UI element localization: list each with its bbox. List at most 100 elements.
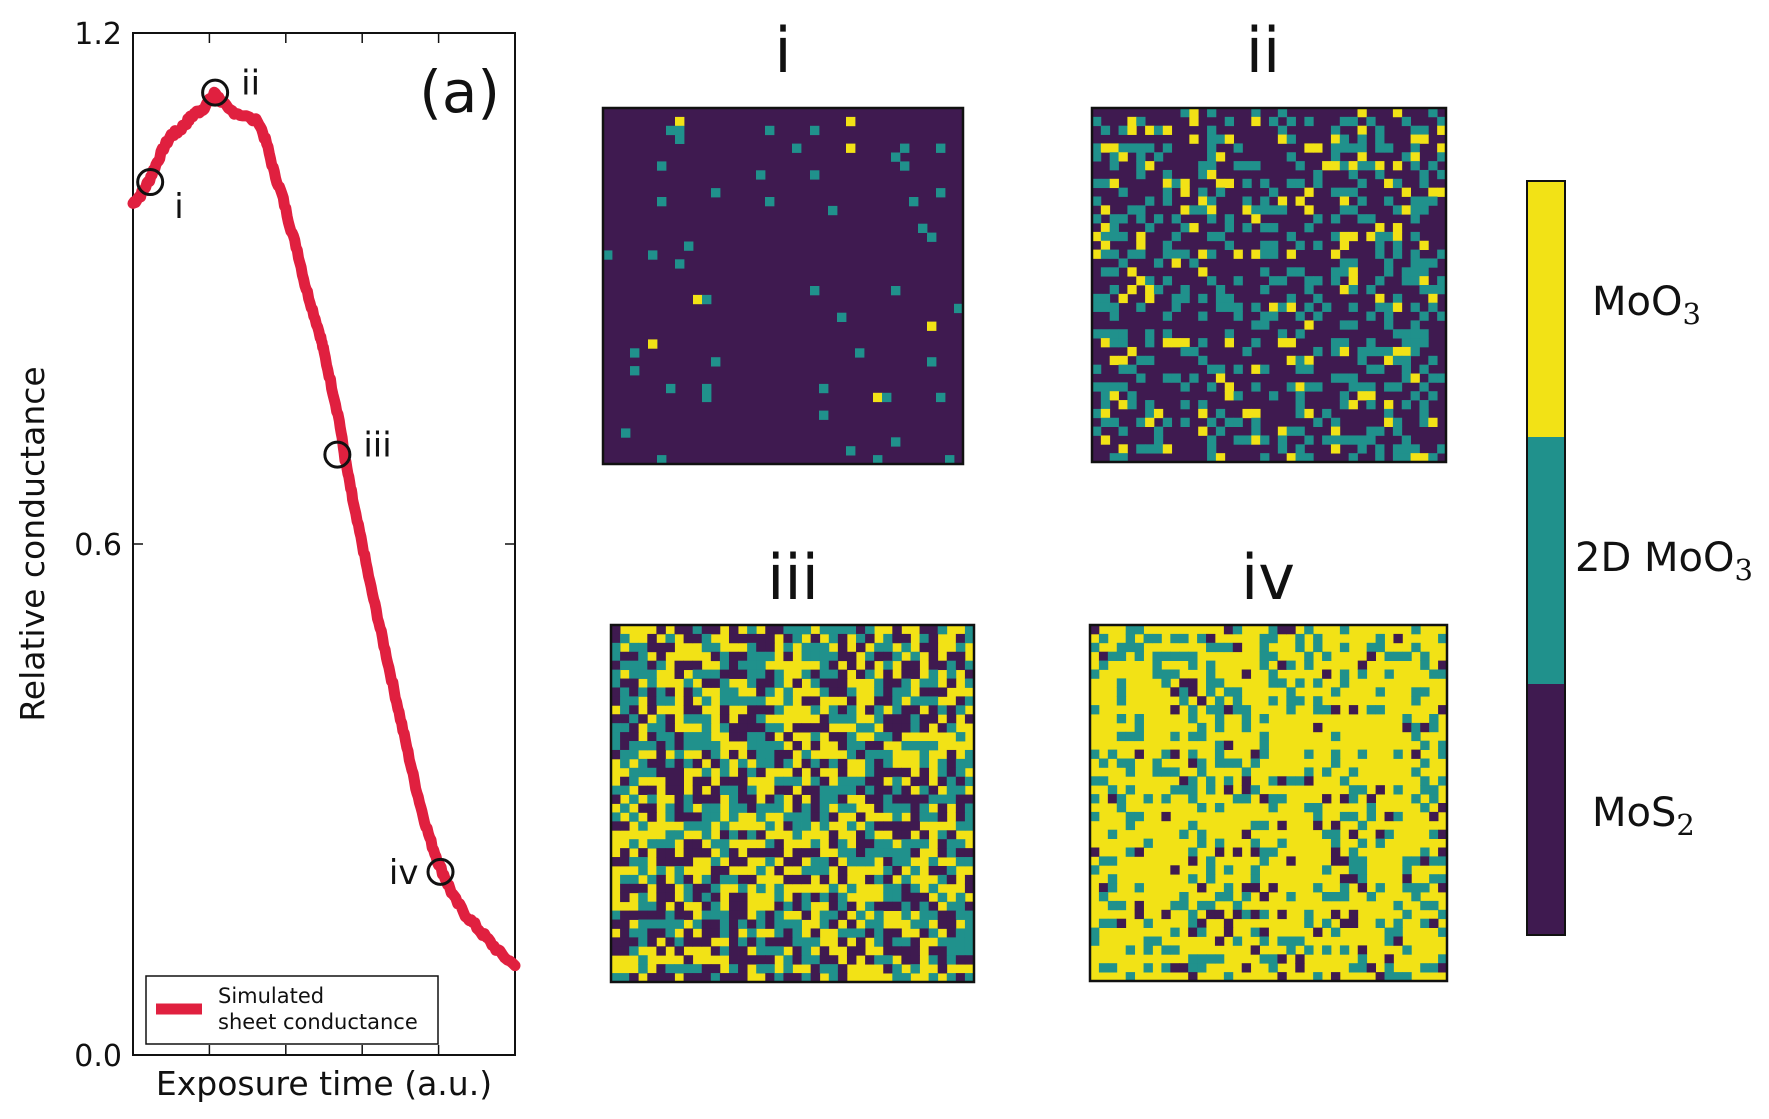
map-cell [901, 874, 911, 885]
map-cell [964, 874, 975, 885]
map-cell [710, 625, 721, 635]
map-cell [1214, 838, 1225, 848]
map-cell [1143, 918, 1153, 928]
map-cell [954, 303, 964, 314]
map-cell [738, 803, 748, 813]
map-cell [856, 741, 866, 751]
map-cell [1330, 152, 1341, 162]
map-cell [819, 919, 830, 929]
map-cell [1162, 249, 1173, 259]
map-cell [783, 964, 793, 974]
map-cell [666, 125, 676, 136]
map-cell [1322, 829, 1332, 839]
map-cell [674, 803, 684, 813]
map-cell [865, 794, 875, 804]
map-cell [1357, 874, 1368, 884]
map-cell [883, 937, 893, 947]
map-cell [874, 901, 884, 911]
map-cell [1392, 240, 1403, 250]
map-cell [1153, 285, 1164, 295]
map-cell [1143, 633, 1153, 644]
map-cell [1251, 408, 1261, 419]
map-cell [1437, 152, 1447, 162]
map-cell [1375, 364, 1385, 374]
map-cell [1260, 223, 1270, 233]
map-cell [928, 625, 939, 635]
map-cell [1215, 187, 1226, 197]
map-cell [1322, 435, 1332, 445]
map-cell [701, 901, 712, 911]
map-cell [1304, 945, 1314, 955]
map-cell [1125, 972, 1136, 982]
map-cell [810, 696, 821, 706]
map-cell [1339, 285, 1350, 295]
map-cell [1339, 874, 1350, 884]
map-cell [846, 625, 857, 635]
map-cell [774, 919, 784, 929]
map-cell [647, 660, 657, 671]
map-cell [1411, 731, 1421, 742]
map-cell [765, 669, 775, 679]
map-cell [1207, 152, 1217, 162]
map-cell [1277, 444, 1288, 454]
map-cell [638, 892, 648, 903]
map-cell [1170, 865, 1180, 875]
map-cell [1214, 803, 1225, 813]
colorbar-label-mos2: MoS2 [1592, 790, 1695, 842]
map-cell [1410, 453, 1420, 463]
map-cell [620, 883, 630, 894]
map-cell [647, 767, 657, 778]
map-cell [765, 741, 775, 751]
map-cell [674, 857, 684, 867]
map-cell [874, 696, 884, 706]
map-cell [1153, 408, 1164, 419]
map-cell [1277, 276, 1288, 286]
map-cell [1090, 847, 1100, 857]
map-cell [1233, 143, 1243, 153]
map-cell [648, 339, 658, 349]
map-cell [1286, 293, 1296, 304]
map-cell [1250, 909, 1260, 920]
map-cell [1348, 847, 1359, 857]
map-cell [683, 821, 694, 831]
map-cell [955, 785, 966, 795]
map-cell [629, 883, 639, 894]
map-cell [765, 910, 775, 920]
map-cell [1295, 355, 1305, 366]
map-cell [1419, 169, 1429, 180]
map-cell [738, 946, 748, 956]
map-cell [1224, 302, 1234, 312]
map-cell [1375, 143, 1385, 153]
map-cell [1170, 687, 1180, 697]
map-cell [919, 892, 930, 903]
map-cell [738, 919, 748, 929]
map-cell [1268, 651, 1278, 661]
map-cell [964, 660, 975, 671]
map-cell [1419, 267, 1429, 277]
map-cell [1419, 276, 1429, 286]
map-cell [919, 749, 930, 760]
map-cell [883, 892, 893, 903]
map-cell [774, 776, 784, 787]
map-cell [783, 651, 793, 662]
map-cell [1366, 214, 1376, 224]
map-cell [828, 705, 839, 715]
map-cell [792, 919, 802, 929]
map-cell [1438, 633, 1448, 644]
map-cell [810, 678, 821, 688]
map-cell [955, 812, 966, 822]
map-cell [710, 892, 721, 903]
map-cell [692, 758, 703, 769]
map-cell [928, 910, 939, 920]
map-cell [665, 973, 675, 983]
map-cell [719, 848, 730, 858]
map-cell [665, 803, 675, 813]
map-cell [747, 714, 757, 724]
map-cell [1428, 302, 1438, 312]
map-cell [928, 705, 939, 715]
map-title: ii [1246, 14, 1280, 87]
map-cell [1438, 883, 1448, 893]
map-cell [656, 973, 666, 983]
map-cell [955, 821, 966, 831]
map-cell [955, 732, 966, 742]
